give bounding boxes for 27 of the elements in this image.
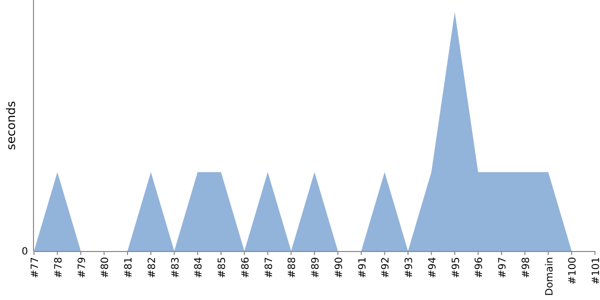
x-tick-label: #95 — [450, 257, 462, 278]
x-tick-label: #81 — [124, 257, 134, 278]
x-tick-label: Domain — [544, 257, 556, 296]
x-tick-label: #88 — [287, 257, 298, 278]
x-tick-label: #100 — [568, 257, 579, 284]
x-tick-label: #87 — [264, 257, 275, 278]
x-tick-label: #97 — [498, 257, 508, 278]
text: 0 — [22, 246, 28, 258]
x-tick-label: #82 — [146, 257, 158, 278]
x-tick-label: #92 — [380, 257, 392, 278]
y-axis-title: seconds — [4, 100, 18, 150]
x-tick-label: #101 — [591, 257, 600, 284]
x-tick-label: #86 — [240, 257, 252, 278]
x-tick-label: #77 — [30, 257, 41, 278]
x-tick-label: #89 — [310, 257, 322, 278]
x-tick-label: #80 — [100, 257, 112, 278]
x-tick-label: #93 — [404, 257, 415, 278]
x-tick-label: #98 — [520, 257, 532, 278]
x-tick-label: #84 — [194, 257, 205, 278]
x-tick-label: #79 — [76, 257, 88, 278]
x-tick-label: #90 — [334, 257, 345, 278]
x-tick-label: #96 — [474, 257, 486, 278]
x-tick-label: #85 — [217, 257, 228, 278]
x-tick-label: #83 — [170, 257, 182, 278]
x-tick-label: #78 — [53, 257, 64, 278]
x-tick-label: #91 — [357, 257, 368, 278]
x-tick-label: #94 — [427, 257, 438, 278]
